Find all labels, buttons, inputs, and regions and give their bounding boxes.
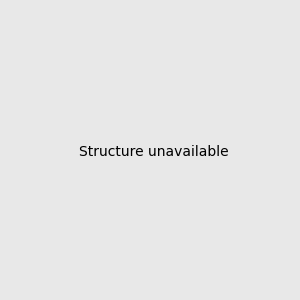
Text: Structure unavailable: Structure unavailable: [79, 145, 229, 158]
